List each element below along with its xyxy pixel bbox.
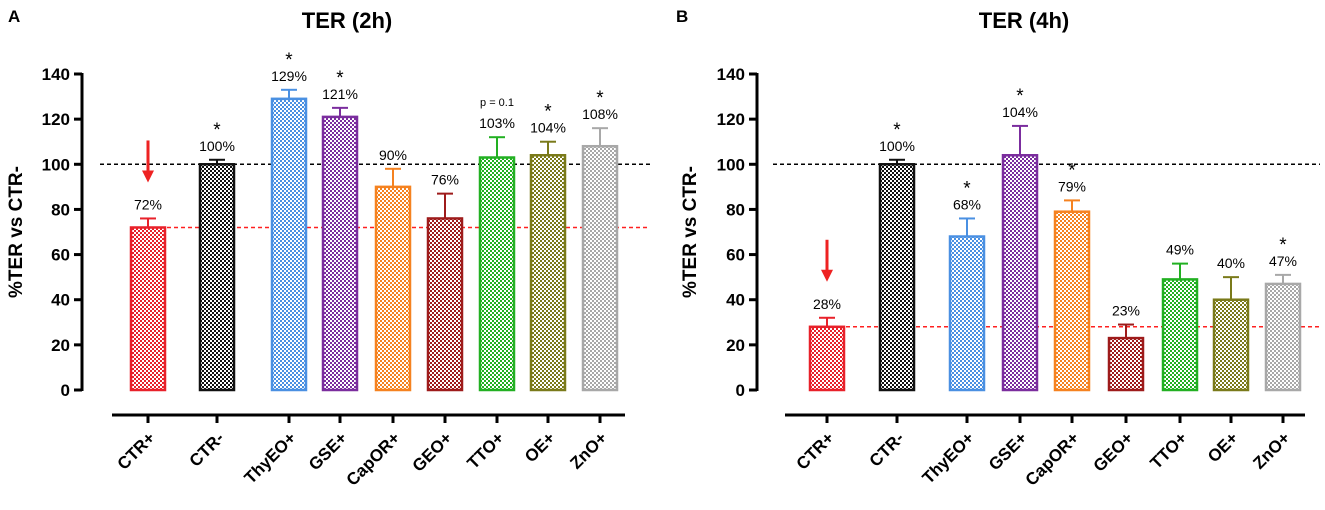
y-tick-label: 0	[61, 381, 70, 400]
y-tick-label: 100	[42, 155, 70, 174]
x-tick-label: CTR-	[866, 428, 908, 470]
data-label: 103%	[479, 115, 515, 131]
bar-CTR-	[198, 163, 236, 392]
bar-GEO+	[1107, 336, 1145, 392]
bar-OE+	[529, 154, 567, 392]
significance-star: *	[1016, 86, 1024, 107]
chart-title: TER (4h)	[979, 8, 1069, 33]
y-tick-label: 40	[51, 291, 70, 310]
bar-CTR+	[129, 226, 167, 392]
bar-GSE+	[1001, 154, 1039, 392]
chart-title: TER (2h)	[302, 8, 392, 33]
bar-GSE+	[321, 115, 359, 392]
x-tick-label: CapOR+	[1022, 428, 1083, 489]
bar-CTR-	[878, 163, 916, 392]
x-tick-label: GEO+	[1090, 428, 1137, 475]
y-tick-label: 60	[726, 246, 745, 265]
bar-ZnO+	[1264, 282, 1302, 392]
data-label: 23%	[1112, 303, 1140, 319]
data-label: 49%	[1166, 242, 1194, 258]
significance-star: *	[336, 68, 344, 89]
data-label: 100%	[199, 138, 235, 154]
y-tick-label: 120	[717, 110, 745, 129]
panel-a: A TER (2h) %TER vs CTR- 0 20 40 60 80 100 120 1…	[6, 7, 650, 490]
bar-CapOR+	[374, 185, 412, 392]
arrow-icon	[142, 140, 154, 183]
y-tick-label: 120	[42, 110, 70, 129]
x-tick-label: CapOR+	[343, 428, 404, 489]
y-tick-label: 80	[726, 200, 745, 219]
significance-star: *	[963, 178, 971, 199]
data-label: 76%	[431, 172, 459, 188]
data-label: 47%	[1269, 253, 1297, 269]
significance-star: *	[1068, 160, 1076, 181]
y-tick-label: 20	[726, 336, 745, 355]
y-tick-label: 20	[51, 336, 70, 355]
x-tick-label: CTR+	[793, 428, 838, 473]
x-tick-label: ZnO+	[1249, 428, 1294, 473]
y-tick-label: 60	[51, 246, 70, 265]
arrow-icon	[821, 239, 833, 282]
x-tick-label: GSE+	[985, 428, 1031, 474]
y-axis-label: %TER vs CTR-	[680, 166, 701, 298]
data-label: 79%	[1058, 178, 1086, 194]
data-label: 104%	[530, 120, 566, 136]
y-tick-label: 140	[42, 65, 70, 84]
significance-star: *	[596, 88, 604, 109]
y-axis-label: %TER vs CTR-	[6, 166, 27, 298]
p-value-note: p = 0.1	[480, 97, 514, 109]
bar-ThyEO+	[270, 97, 308, 392]
bar-TTO+	[1161, 278, 1199, 392]
x-tick-label: CTR+	[114, 428, 159, 473]
y-tick-label: 140	[717, 65, 745, 84]
bar-ZnO+	[581, 144, 619, 392]
data-label: 28%	[813, 296, 841, 312]
data-label: 68%	[953, 196, 981, 212]
significance-star: *	[544, 102, 552, 123]
y-tick-label: 0	[736, 381, 745, 400]
bar-GEO+	[426, 217, 464, 392]
bar-CTR+	[808, 325, 846, 392]
x-tick-label: TTO+	[1147, 428, 1191, 472]
x-tick-label: GEO+	[409, 428, 456, 475]
x-tick-label: OE+	[1204, 428, 1242, 466]
x-tick-label: CTR-	[186, 428, 228, 470]
data-label: 121%	[322, 86, 358, 102]
bar-ThyEO+	[948, 235, 986, 392]
data-label: 108%	[582, 106, 618, 122]
y-tick-label: 80	[51, 200, 70, 219]
data-label: 104%	[1002, 104, 1038, 120]
panel-letter: B	[676, 7, 688, 26]
x-tick-label: ThyEO+	[919, 428, 978, 487]
significance-star: *	[213, 120, 221, 141]
panel-letter: A	[8, 7, 20, 26]
x-tick-label: ThyEO+	[241, 428, 300, 487]
y-tick-label: 100	[717, 155, 745, 174]
data-label: 40%	[1217, 255, 1245, 271]
panel-b: B TER (4h) %TER vs CTR- 0 20 40 60 80 100 120 1…	[676, 7, 1320, 490]
data-label: 129%	[271, 68, 307, 84]
bar-TTO+	[478, 156, 516, 392]
data-label: 100%	[879, 138, 915, 154]
x-tick-label: OE+	[521, 428, 559, 466]
bar-OE+	[1212, 298, 1250, 392]
data-label: 72%	[134, 196, 162, 212]
significance-star: *	[285, 50, 293, 71]
x-tick-label: ZnO+	[566, 428, 611, 473]
x-tick-label: GSE+	[305, 428, 351, 474]
x-tick-label: TTO+	[464, 428, 508, 472]
y-tick-label: 40	[726, 291, 745, 310]
significance-star: *	[893, 120, 901, 141]
data-label: 90%	[379, 147, 407, 163]
bar-CapOR+	[1053, 210, 1091, 392]
significance-star: *	[1279, 235, 1287, 256]
